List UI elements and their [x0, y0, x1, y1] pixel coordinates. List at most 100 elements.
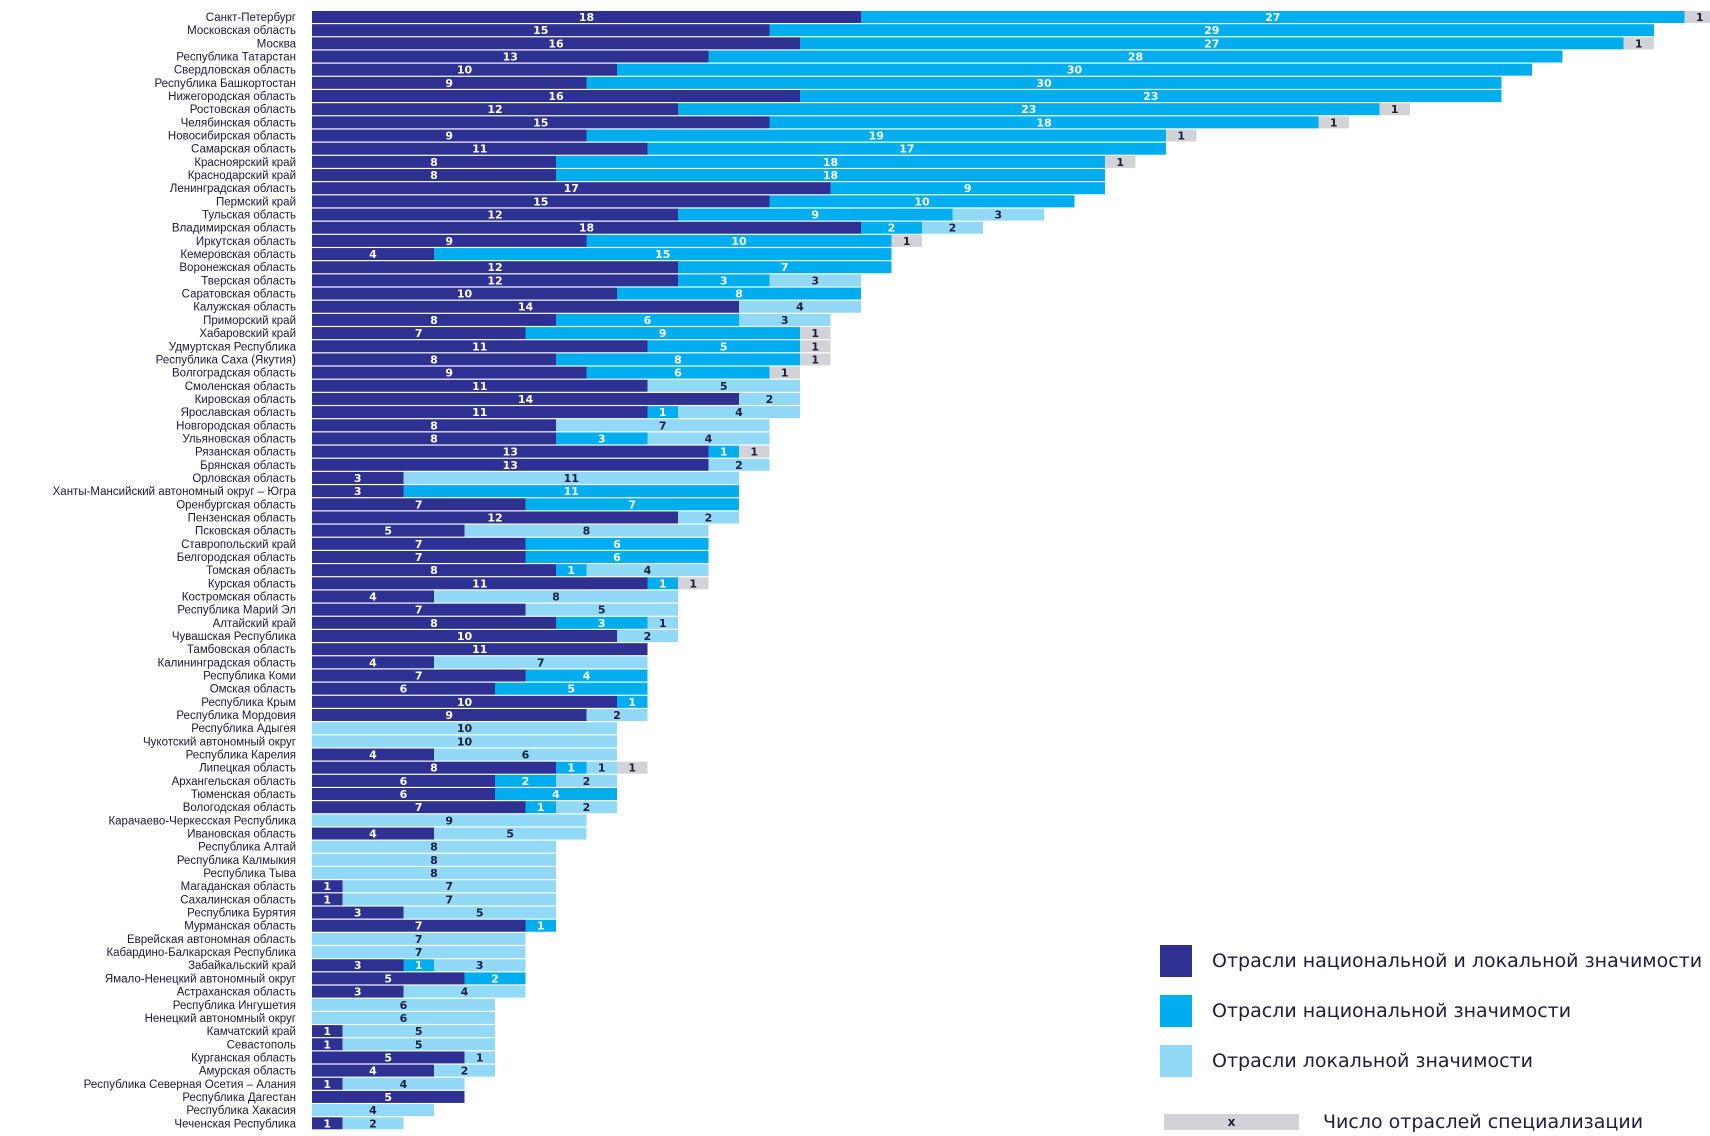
- bar-segment-отрасли-локальной-значим-30: [739, 392, 800, 405]
- bar-segment-отрасли-национальной-и-л-27: [312, 353, 556, 366]
- data-label-1-40: 5: [384, 525, 392, 538]
- data-label-3-65: 8: [430, 854, 438, 867]
- category-label-16: Тульская область: [202, 210, 296, 222]
- data-label-2-41: 6: [613, 538, 621, 551]
- data-label-3-62: 9: [445, 814, 453, 827]
- bar-segment-отрасли-локальной-значим-36: [403, 471, 739, 484]
- bar-segment-отрасли-локальной-значим-31: [678, 406, 800, 419]
- bar-segment-отрасли-локальной-значим-69: [403, 906, 556, 919]
- data-label-1-36: 3: [354, 472, 362, 485]
- data-label-1-63: 4: [369, 828, 377, 841]
- bar-segment-отрасли-национальной-и-л-42: [312, 550, 526, 563]
- bar-segment-отрасли-национальной-зна-21: [678, 274, 770, 287]
- data-label-1-45: 4: [369, 590, 377, 603]
- bar-segment-отрасли-локальной-значим-47: [647, 616, 678, 629]
- bar-segment-отрасли-национальной-и-л-11: [312, 142, 648, 155]
- bar-segment-отрасли-локальной-значим-79: [342, 1038, 495, 1051]
- bar-segment-отрасли-национальной-и-л-69: [312, 906, 404, 919]
- bar-segment-отрасли-локальной-значим-16: [952, 208, 1044, 221]
- bar-segment-отрасли-национальной-и-л-48: [312, 629, 617, 642]
- data-label-2-9: 18: [1036, 116, 1051, 129]
- bar-segment-отрасли-локальной-значим-45: [434, 590, 678, 603]
- bar-segment-отрасли-локальной-значим-78: [342, 1025, 495, 1038]
- data-label-2-22: 8: [735, 288, 743, 301]
- bar-segment-отрасли-национальной-и-л-31: [312, 406, 648, 419]
- data-label-4-26: 1: [811, 340, 819, 353]
- data-label-4-58: 1: [628, 762, 636, 775]
- data-label-2-73: 1: [415, 959, 423, 972]
- bar-segment-отрасли-национальной-и-л-7: [312, 90, 800, 103]
- bar-segment-отрасли-локальной-значим-54: [586, 709, 648, 722]
- data-label-3-56: 10: [457, 735, 473, 748]
- bar-segment-отрасли-национальной-и-л-43: [312, 564, 556, 577]
- bar-segment-отрасли-национальной-зна-13: [556, 169, 1105, 182]
- data-label-3-72: 7: [415, 946, 423, 959]
- bar-segment-отрасли-национальной-и-л-41: [312, 537, 526, 550]
- bar-segment-число-отраслей-специализ-10: [1166, 129, 1197, 142]
- bar-segment-отрасли-национальной-и-л-15: [312, 195, 770, 208]
- category-label-37: Ханты-Мансийский автономный округ – Югра: [53, 486, 297, 498]
- category-label-13: Краснодарский край: [188, 170, 296, 182]
- bar-segment-отрасли-национальной-и-л-68: [312, 893, 343, 906]
- bar-segment-отрасли-национальной-зна-3: [800, 37, 1624, 50]
- bar-segment-число-отраслей-специализ-3: [1623, 37, 1654, 50]
- category-label-84: Республика Хакасия: [186, 1105, 296, 1117]
- category-label-22: Саратовская область: [182, 289, 296, 301]
- category-label-67: Магаданская область: [181, 881, 296, 893]
- bar-segment-отрасли-национальной-и-л-61: [312, 801, 526, 814]
- category-label-43: Томская область: [206, 565, 296, 577]
- category-label-38: Оренбургская область: [176, 499, 296, 511]
- bar-segment-отрасли-национальной-и-л-34: [312, 445, 709, 458]
- bar-segment-отрасли-национальной-зна-5: [617, 63, 1532, 76]
- data-label-2-58: 1: [567, 762, 575, 775]
- category-label-6: Республика Башкортостан: [154, 78, 296, 90]
- data-label-3-68: 7: [445, 893, 453, 906]
- data-label-2-43: 1: [567, 564, 575, 577]
- data-label-1-31: 11: [472, 406, 487, 419]
- category-label-36: Орловская область: [192, 473, 296, 485]
- category-label-83: Республика Дагестан: [182, 1092, 296, 1104]
- data-label-3-73: 3: [476, 959, 484, 972]
- data-label-1-6: 9: [445, 77, 453, 90]
- bar-segment-отрасли-национальной-и-л-81: [312, 1064, 434, 1077]
- category-label-56: Чукотский автономный округ: [143, 736, 296, 748]
- bar-segment-число-отраслей-специализ-9: [1318, 116, 1349, 129]
- data-label-1-39: 12: [487, 511, 502, 524]
- bar-segment-отрасли-локальной-значим-76: [312, 998, 495, 1011]
- data-label-2-42: 6: [613, 551, 621, 564]
- data-label-3-50: 7: [537, 656, 545, 669]
- data-label-1-10: 9: [445, 130, 453, 143]
- data-label-1-20: 12: [487, 261, 502, 274]
- category-label-24: Приморский край: [203, 315, 296, 327]
- bar-segment-отрасли-национальной-зна-38: [525, 498, 739, 511]
- data-label-1-21: 12: [487, 274, 502, 287]
- bar-segment-отрасли-национальной-зна-6: [586, 76, 1502, 89]
- bar-segment-отрасли-локальной-значим-77: [312, 1011, 495, 1024]
- bar-segment-отрасли-национальной-зна-12: [556, 155, 1105, 168]
- bar-segment-отрасли-национальной-зна-52: [495, 682, 648, 695]
- data-label-3-64: 8: [430, 841, 438, 854]
- data-label-2-14: 9: [964, 182, 972, 195]
- bar-segment-отрасли-национальной-зна-51: [525, 669, 648, 682]
- bar-segment-отрасли-национальной-зна-73: [403, 959, 434, 972]
- data-label-1-30: 14: [518, 393, 534, 406]
- category-label-60: Тюменская область: [191, 789, 296, 801]
- bar-segment-число-отраслей-специализ-12: [1105, 155, 1136, 168]
- data-label-1-61: 7: [415, 801, 423, 814]
- category-label-49: Тамбовская область: [187, 644, 296, 656]
- data-label-1-32: 8: [430, 419, 438, 432]
- data-label-2-7: 23: [1143, 90, 1158, 103]
- data-label-2-61: 1: [537, 801, 545, 814]
- data-label-1-48: 10: [457, 630, 473, 643]
- bar-segment-отрасли-локальной-значим-66: [312, 867, 556, 880]
- bar-segment-отрасли-национальной-и-л-5: [312, 63, 617, 76]
- data-label-3-67: 7: [445, 880, 453, 893]
- category-label-74: Ямало-Ненецкий автономный округ: [105, 973, 296, 985]
- data-label-1-75: 3: [354, 986, 362, 999]
- data-label-2-59: 2: [522, 775, 530, 788]
- category-label-62: Карачаево-Черкесская Республика: [108, 815, 296, 827]
- bar-segment-отрасли-национальной-зна-19: [434, 248, 892, 261]
- category-label-20: Воронежская область: [179, 262, 296, 274]
- data-label-4-18: 1: [903, 235, 911, 248]
- bar-segment-отрасли-национальной-и-л-26: [312, 340, 648, 353]
